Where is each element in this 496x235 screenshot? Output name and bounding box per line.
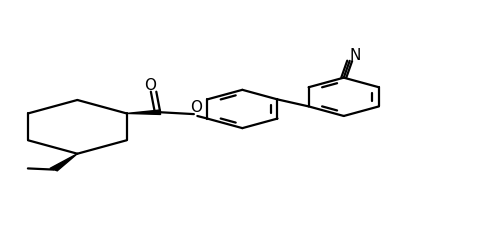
Polygon shape (126, 110, 161, 114)
Text: O: O (144, 78, 156, 93)
Polygon shape (50, 154, 77, 171)
Text: O: O (190, 100, 202, 115)
Text: N: N (350, 48, 361, 63)
